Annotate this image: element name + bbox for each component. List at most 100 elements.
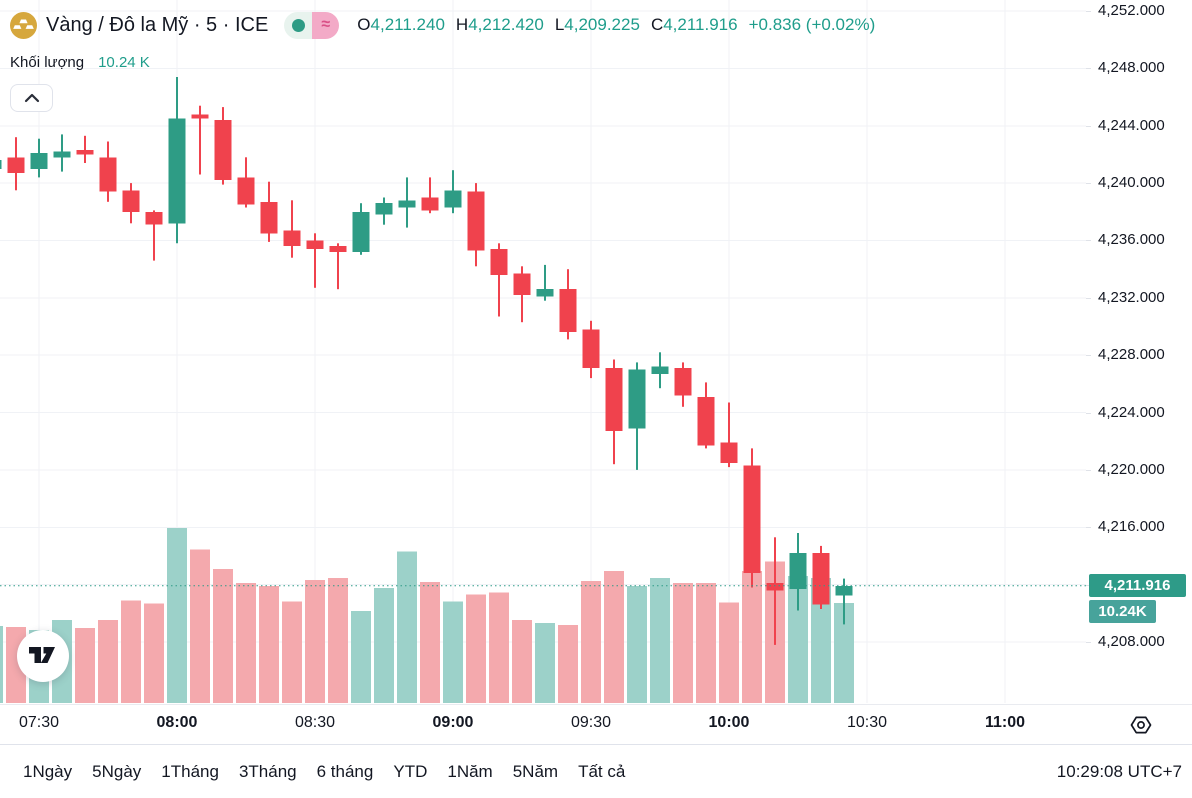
range-button-5[interactable]: 6 tháng [310, 756, 381, 788]
time-axis[interactable]: 07:30 08:00 08:30 09:00 09:30 10:00 10:30 11:00 [0, 704, 1192, 743]
price-axis[interactable]: 4,208.0004,212.0004,216.0004,220.0004,22… [1086, 0, 1192, 745]
volume-bar [397, 551, 417, 703]
price-axis-label: 4,228.000 [1098, 346, 1165, 363]
price-tick-mark [1086, 527, 1091, 528]
axis-settings-button[interactable] [1128, 712, 1153, 737]
volume-bar [0, 625, 3, 703]
candle-body [122, 190, 140, 212]
time-axis-label: 09:30 [570, 714, 612, 731]
candle-body [513, 273, 531, 295]
symbol-legend: Vàng / Đô la Mỹ · 5 · ICE ≈ O4,211.240 H… [10, 10, 875, 40]
price-axis-label: 4,240.000 [1098, 174, 1165, 191]
volume-bar [742, 571, 762, 703]
candle-body [30, 153, 48, 169]
last-volume-badge: 10.24K [1089, 600, 1156, 623]
candle-body [812, 553, 830, 605]
volume-bar [673, 582, 693, 703]
candle-body [789, 553, 807, 589]
candle-body [168, 118, 186, 224]
candle-body [0, 160, 2, 169]
volume-bar [489, 592, 509, 703]
volume-bar [236, 582, 256, 703]
candle-body [766, 583, 784, 591]
candle-body [467, 191, 485, 251]
tradingview-logo[interactable] [17, 630, 69, 682]
range-button-1[interactable]: 1Ngày [16, 756, 79, 788]
symbol-title[interactable]: Vàng / Đô la Mỹ · 5 · ICE [46, 13, 269, 36]
gold-bars-icon [10, 11, 37, 39]
volume-bar [581, 580, 601, 703]
time-axis-label: 08:30 [294, 714, 336, 731]
collapse-legend-button[interactable] [10, 84, 53, 112]
time-axis-label: 07:30 [18, 714, 60, 731]
range-button-4[interactable]: 3Tháng [232, 756, 304, 788]
candles [0, 77, 853, 645]
volume-bar [75, 627, 95, 703]
volume-bar [144, 603, 164, 703]
candle-body [651, 366, 669, 374]
candle-body [76, 150, 94, 155]
market-status-pill[interactable]: ≈ [284, 11, 340, 39]
range-button-2[interactable]: 5Ngày [85, 756, 148, 788]
volume-bar [167, 528, 187, 703]
candle-body [605, 368, 623, 432]
candle-body [628, 369, 646, 429]
grid-lines [0, 0, 1086, 703]
low-value: L4,209.225 [554, 15, 640, 34]
candle-body [720, 442, 738, 463]
price-tick-mark [1086, 240, 1091, 241]
price-tick-mark [1086, 413, 1091, 414]
price-tick-mark [1086, 355, 1091, 356]
candle-body [697, 396, 715, 446]
ohlc-values: O4,211.240 H4,212.420 L4,209.225 C4,211.… [357, 15, 875, 35]
candle-body [674, 368, 692, 396]
range-button-7[interactable]: 1Năm [440, 756, 499, 788]
tv-logo-icon [29, 647, 55, 663]
candlestick-chart[interactable] [0, 0, 1086, 745]
volume-label: Khối lượng [10, 53, 85, 71]
range-button-3[interactable]: 1Tháng [154, 756, 226, 788]
volume-bar [558, 624, 578, 703]
price-tick-mark [1086, 642, 1091, 643]
price-tick-mark [1086, 470, 1091, 471]
price-axis-label: 4,236.000 [1098, 231, 1165, 248]
time-axis-label: 08:00 [156, 714, 198, 731]
volume-bars [0, 528, 854, 703]
candle-body [352, 211, 370, 252]
open-value: O4,211.240 [357, 15, 445, 34]
volume-bar [604, 571, 624, 703]
candle-body [283, 230, 301, 247]
candle-body [559, 289, 577, 333]
range-button-6[interactable]: YTD [386, 756, 434, 788]
price-tick-mark [1086, 183, 1091, 184]
range-button-8[interactable]: 5Năm [506, 756, 565, 788]
candle-body [53, 151, 71, 158]
volume-bar [213, 569, 233, 703]
candle-body [145, 211, 163, 225]
candle-body [214, 120, 232, 181]
clock-timezone[interactable]: 10:29:08 UTC+7 [1056, 761, 1182, 781]
volume-bar [328, 578, 348, 703]
volume-bar [535, 622, 555, 703]
price-axis-label: 4,248.000 [1098, 59, 1165, 76]
volume-bar [259, 585, 279, 703]
candle-body [329, 246, 347, 252]
volume-bar [788, 576, 808, 703]
chevron-up-icon [24, 93, 39, 103]
price-axis-label: 4,252.000 [1098, 2, 1165, 19]
candle-body [99, 157, 117, 192]
candle-body [237, 177, 255, 205]
candle-body [7, 157, 25, 174]
volume-bar [121, 600, 141, 703]
candle-body [421, 197, 439, 211]
price-tick-mark [1086, 298, 1091, 299]
volume-bar [466, 594, 486, 703]
price-axis-label: 4,244.000 [1098, 117, 1165, 134]
volume-bar [190, 549, 210, 703]
range-button-9[interactable]: Tất cả [571, 756, 632, 788]
volume-legend: Khối lượng 10.24 K [10, 50, 150, 74]
last-price-badge: 4,211.916 [1089, 574, 1186, 597]
time-axis-label: 10:30 [846, 714, 888, 731]
price-tick-mark [1086, 68, 1091, 69]
